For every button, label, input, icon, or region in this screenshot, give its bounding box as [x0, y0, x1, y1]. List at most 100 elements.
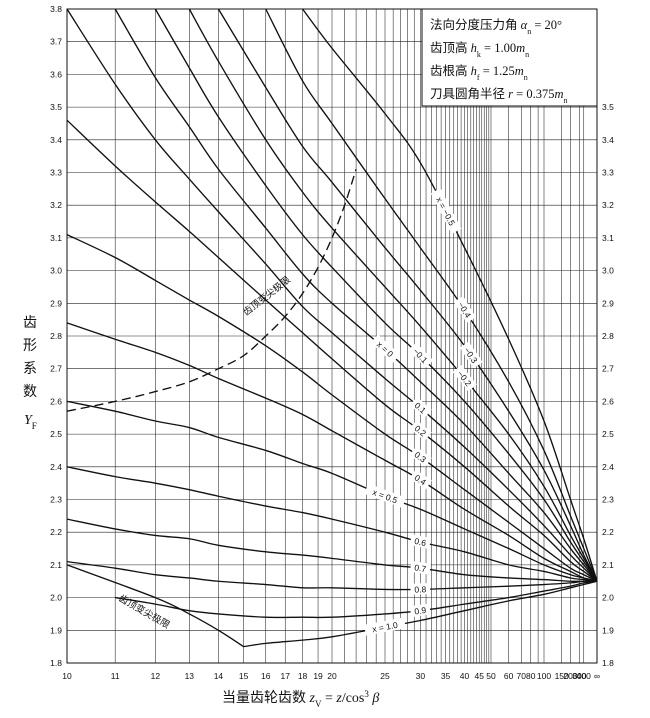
y-tick-label: 2.9	[50, 298, 62, 308]
y-tick-label: 1.8	[50, 658, 62, 668]
x-tick-label: 70	[517, 671, 527, 681]
tick-labels: 1.8 1.9 2.0 2.1 2.2 2.3 2.4 2.5 2.6 2.7 2.8 2.9 3.0 3…	[50, 4, 614, 681]
curve-label-5: x = 0	[370, 334, 401, 363]
right-y-tick-label: 2.4	[602, 462, 614, 472]
curve-series-10	[66, 400, 598, 582]
y-tick-label: 2.5	[50, 429, 62, 439]
y-tick-label: 3.1	[50, 233, 62, 243]
curve-series-3	[188, 8, 598, 582]
limit-curve-1	[66, 564, 245, 648]
x-tick-label: 45	[474, 671, 484, 681]
svg-text:0.8: 0.8	[414, 584, 426, 594]
curve-series-8	[66, 234, 598, 582]
curve-label-13: 0.8	[410, 583, 431, 595]
x-tick-label: 25	[380, 671, 390, 681]
right-y-tick-label: 2.2	[602, 527, 614, 537]
x-tick-label: 35	[441, 671, 451, 681]
svg-text:0.7: 0.7	[414, 562, 427, 574]
x-tick-label: 18	[298, 671, 308, 681]
svg-text:0.9: 0.9	[414, 605, 427, 617]
x-tick-label: 17	[281, 671, 291, 681]
right-y-tick-label: 1.9	[602, 625, 614, 635]
x-tick-label: 12	[151, 671, 161, 681]
y-tick-label: 3.4	[50, 135, 62, 145]
x-tick-label: 150	[555, 671, 569, 681]
y-tick-label: 3.3	[50, 168, 62, 178]
x-tick-label: 14	[214, 671, 224, 681]
x-tick-label: 40	[460, 671, 470, 681]
limit-label-bottom: 齿顶变尖极限	[117, 592, 173, 631]
y-tick-label: 1.9	[50, 625, 62, 635]
x-tick-label: 15	[239, 671, 249, 681]
plot-frame	[66, 8, 598, 664]
right-y-tick-label: 1.8	[602, 658, 614, 668]
y-tick-label: 3.6	[50, 69, 62, 79]
svg-text:数: 数	[23, 384, 37, 400]
y-tick-label: 3.7	[50, 37, 62, 47]
right-y-tick-label: 2.0	[602, 593, 614, 603]
y-tick-label: 2.4	[50, 462, 62, 472]
grid	[66, 8, 597, 664]
y-tick-label: 3.0	[50, 266, 62, 276]
x-tick-label: 60	[504, 671, 514, 681]
right-y-tick-label: 3.3	[602, 168, 614, 178]
curve-series-15	[243, 580, 598, 648]
curve-series-14	[115, 580, 598, 619]
right-y-tick-label: 3.1	[602, 233, 614, 243]
x-tick-label: 13	[185, 671, 195, 681]
svg-text:齿: 齿	[23, 315, 37, 331]
curve-series-12	[66, 518, 597, 583]
y-tick-label: 2.0	[50, 593, 62, 603]
curve-series-6	[66, 8, 598, 582]
x-tick-label: 16	[261, 671, 271, 681]
y-tick-label: 2.7	[50, 364, 62, 374]
x-tick-label: 300	[572, 671, 586, 681]
x-tick-label: 80	[526, 671, 536, 681]
limit-curves	[66, 169, 357, 648]
x-tick-label: 200	[563, 671, 577, 681]
curve-series-4	[154, 8, 598, 582]
curve-label-11: 0.6	[409, 534, 432, 550]
svg-text:x = 1.0: x = 1.0	[371, 620, 398, 635]
y-tick-label: 2.8	[50, 331, 62, 341]
legend-box: 法向分度压力角 αn = 20° 齿顶高 hk = 1.00mn 齿根高 hf …	[421, 8, 598, 107]
curve-series-2	[217, 8, 598, 582]
legend-addendum: 齿顶高 hk = 1.00mn	[430, 40, 529, 59]
y-tick-label: 3.5	[50, 102, 62, 112]
y-axis-title: 齿 形 系 数 YF	[23, 315, 37, 431]
curve-series-9	[66, 322, 598, 582]
curve-label-15: x = 1.0	[364, 617, 406, 636]
x-tick-label: 100	[537, 671, 551, 681]
legend-pressure-angle: 法向分度压力角 αn = 20°	[430, 17, 562, 36]
curve-series-0	[302, 8, 598, 582]
curve-label-14: 0.9	[409, 603, 431, 618]
svg-text:形: 形	[23, 338, 37, 354]
curve-labels: x = −0.5−0.4−0.3−0.2−0.1x = 00.10.20.30.…	[364, 188, 483, 636]
right-y-tick-label: 2.6	[602, 396, 614, 406]
y-tick-label: 2.6	[50, 396, 62, 406]
curve-series-11	[66, 466, 598, 582]
right-y-tick-label: 3.0	[602, 266, 614, 276]
x-axis-title: 当量齿轮齿数 zV = z/cos3 β	[222, 689, 379, 709]
x-tick-label: 20	[327, 671, 337, 681]
curve-label-0: x = −0.5	[430, 188, 462, 234]
y-tick-label: 3.8	[50, 4, 62, 14]
right-y-tick-label: 3.4	[602, 135, 614, 145]
right-y-tick-label: 3.2	[602, 200, 614, 210]
x-tick-label: 19	[313, 671, 323, 681]
x-tick-label: ∞	[594, 671, 600, 681]
svg-text:0.6: 0.6	[413, 536, 427, 548]
x-tick-label: 11	[111, 671, 120, 681]
legend-dedendum: 齿根高 hf = 1.25mn	[430, 63, 528, 82]
right-y-tick-label: 2.3	[602, 495, 614, 505]
right-y-tick-label: 2.5	[602, 429, 614, 439]
y-tick-label: 2.3	[50, 495, 62, 505]
curve-label-1: −0.4	[453, 296, 477, 323]
x-tick-label: 400	[577, 671, 591, 681]
y-tick-label: 3.2	[50, 200, 62, 210]
legend-tool-radius: 刀具圆角半径 r = 0.375mn	[430, 87, 567, 105]
y-tick-label: 2.1	[50, 560, 62, 570]
x-tick-label: 10	[62, 671, 72, 681]
curve-series-13	[66, 560, 598, 591]
